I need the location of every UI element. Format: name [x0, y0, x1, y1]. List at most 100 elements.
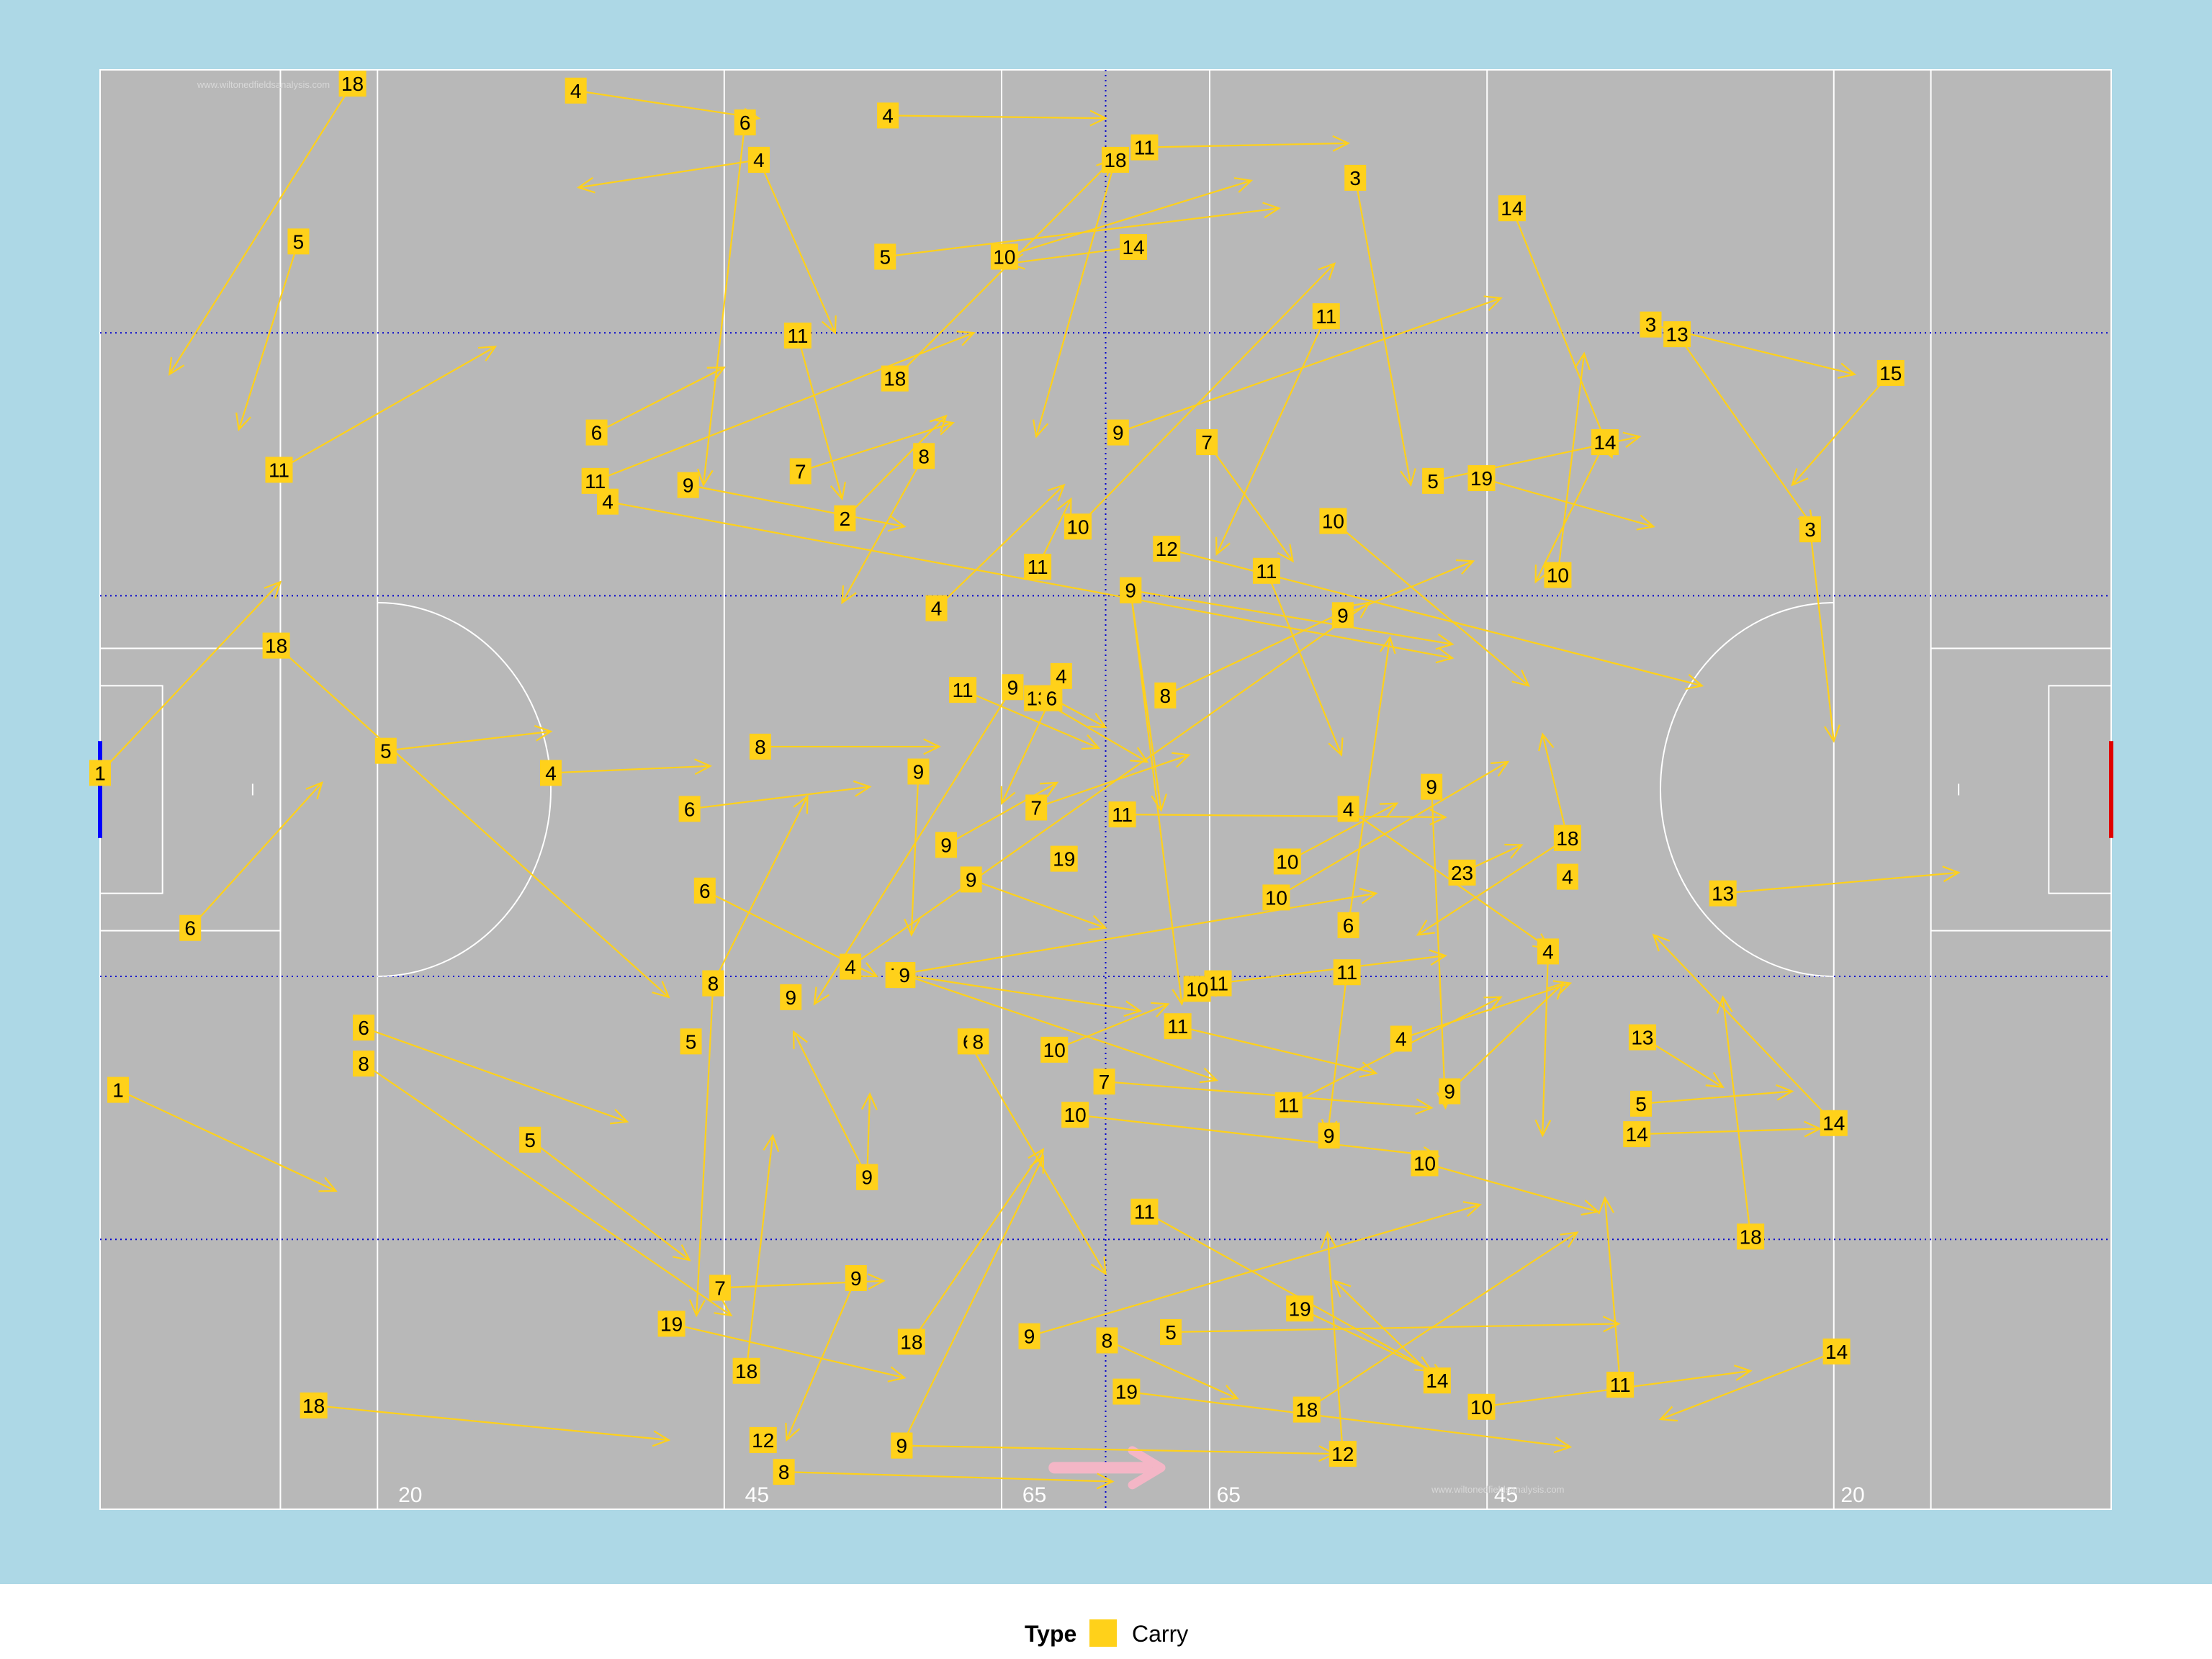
- player-number: 9: [1337, 604, 1349, 626]
- player-number: 4: [602, 491, 613, 513]
- player-number-box: [1096, 1327, 1118, 1354]
- carry-arrow-head: [1652, 933, 1671, 952]
- player-number-box: [1498, 195, 1526, 222]
- carry-arrow-head: [1622, 431, 1642, 448]
- player-number: 7: [1099, 1071, 1110, 1093]
- carry-arrow-head: [793, 794, 809, 814]
- player-number-box: [1101, 146, 1129, 173]
- carry-arrow-head: [1574, 351, 1591, 371]
- carry-arrow: [1118, 297, 1501, 433]
- player-number-box: [709, 1274, 732, 1301]
- carry-arrow-head: [853, 780, 872, 797]
- carry-arrow: [1144, 142, 1349, 148]
- player-number: 11: [1134, 137, 1155, 159]
- player-number-box: [1292, 1396, 1321, 1423]
- player-number: 14: [1626, 1123, 1648, 1146]
- player-number-box: [960, 866, 982, 893]
- player-number: 1: [112, 1079, 124, 1102]
- player-number: 11: [1278, 1094, 1299, 1117]
- player-number: 12: [752, 1429, 774, 1452]
- player-number: 8: [778, 1461, 790, 1483]
- player-number-box: [680, 1028, 702, 1055]
- carry-arrow-head: [867, 1273, 886, 1290]
- carry-arrow: [550, 765, 711, 774]
- carry-arrow-head: [1435, 633, 1455, 650]
- carry-arrow-head: [1220, 1385, 1239, 1401]
- player-number: 9: [861, 1166, 873, 1189]
- player-number: 4: [1562, 866, 1573, 889]
- player-number-box: [749, 1426, 777, 1453]
- carry-arrow: [1401, 982, 1571, 1040]
- carry-arrow: [1424, 1162, 1599, 1213]
- carry-arrow-head: [1333, 1280, 1352, 1298]
- player-number: 10: [993, 246, 1015, 268]
- carry-arrow: [275, 644, 670, 998]
- player-number: 11: [1336, 961, 1357, 984]
- player-number-box: [1040, 685, 1063, 711]
- carry-arrow-head: [956, 331, 976, 346]
- carry-arrow-head: [1262, 202, 1281, 219]
- player-number-box: [1120, 234, 1148, 261]
- player-number-box: [374, 737, 397, 764]
- carry-arrow-head: [1534, 1119, 1552, 1138]
- player-number: 5: [380, 740, 392, 763]
- player-number: 7: [1201, 431, 1213, 454]
- carry-arrow: [1722, 871, 1959, 894]
- player-number-box: [845, 1265, 867, 1292]
- carry-arrow: [1417, 837, 1568, 936]
- player-number-box: [1390, 1025, 1412, 1052]
- carry-arrow-head: [1089, 109, 1108, 127]
- player-number: 3: [1349, 167, 1361, 189]
- player-number-box: [1337, 796, 1359, 822]
- player-number-box: [262, 632, 290, 659]
- player-number: 8: [358, 1053, 369, 1075]
- carry-arrow: [800, 422, 953, 472]
- carry-arrow: [1074, 1114, 1439, 1157]
- carry-arrow: [117, 1089, 336, 1192]
- player-number: 12: [1331, 1443, 1354, 1465]
- carry-arrow: [1104, 1080, 1432, 1109]
- carry-arrow: [1431, 786, 1447, 1108]
- carry-arrow-head: [1435, 647, 1455, 664]
- legend-label: Carry: [1132, 1621, 1188, 1647]
- carry-arrow: [1542, 951, 1550, 1136]
- player-number-box: [780, 984, 802, 1010]
- carry-arrow-head: [1090, 1256, 1107, 1276]
- player-number-box: [1822, 1338, 1851, 1364]
- carry-arrow: [712, 796, 809, 984]
- player-number-box: [1154, 682, 1177, 709]
- player-number-box: [840, 953, 862, 980]
- player-number-box: [1344, 164, 1367, 191]
- carry-arrow-head: [1081, 734, 1101, 750]
- player-number: 1: [94, 762, 106, 784]
- carry-arrow-head: [1029, 1154, 1044, 1174]
- carry-arrow-head: [1455, 559, 1475, 575]
- carry-arrow: [238, 241, 300, 431]
- carry-arrow-head: [1000, 786, 1016, 806]
- player-number-box: [1050, 845, 1078, 872]
- player-number-box: [1537, 938, 1559, 965]
- player-number-box: [1112, 1378, 1141, 1405]
- carry-arrow-head: [1332, 135, 1351, 152]
- carry-arrow-head: [1598, 1195, 1615, 1215]
- carry-arrow-head: [1277, 544, 1295, 563]
- player-number-box: [1411, 1150, 1439, 1177]
- carry-arrow: [796, 335, 843, 500]
- player-number: 11: [1167, 1015, 1188, 1038]
- carry-arrow-head: [821, 315, 837, 335]
- player-number: 9: [899, 964, 910, 986]
- carry-arrow-head: [763, 1133, 780, 1153]
- carry-arrow-head: [887, 1366, 907, 1382]
- player-number-box: [519, 1126, 541, 1153]
- player-number: 8: [1102, 1330, 1113, 1352]
- player-number: 7: [795, 460, 806, 482]
- carry-arrow: [1637, 1128, 1820, 1136]
- player-number: 10: [1470, 1396, 1493, 1419]
- player-number-box: [1130, 1198, 1159, 1225]
- player-number-box: [1439, 1078, 1461, 1105]
- right-goal: [2109, 741, 2113, 838]
- carry-arrow-head: [235, 412, 251, 432]
- player-number-box: [1153, 536, 1181, 562]
- carry-arrow-head: [1151, 1002, 1170, 1017]
- carry-arrow: [1449, 982, 1564, 1092]
